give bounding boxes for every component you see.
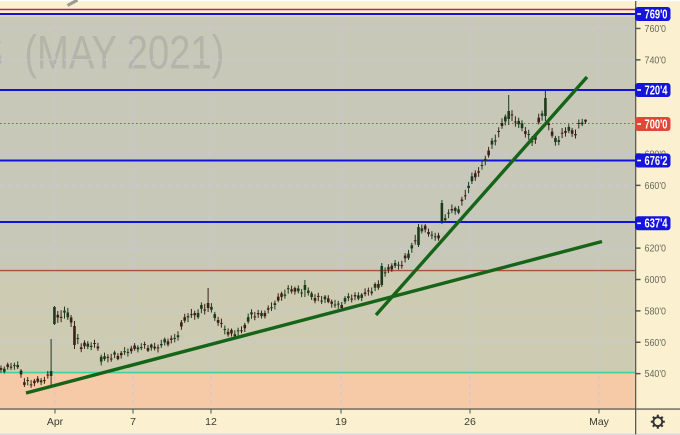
svg-text:600'0: 600'0 xyxy=(645,275,667,286)
svg-text:676'2: 676'2 xyxy=(645,154,668,168)
svg-text:540'0: 540'0 xyxy=(645,369,667,380)
svg-text:760'0: 760'0 xyxy=(645,24,667,35)
svg-text:580'0: 580'0 xyxy=(645,306,667,317)
svg-text:637'4: 637'4 xyxy=(645,217,668,231)
svg-text:19: 19 xyxy=(335,416,347,428)
svg-text:S (MAY 2021): S (MAY 2021) xyxy=(0,27,224,80)
svg-text:May: May xyxy=(589,416,610,428)
svg-text:660'0: 660'0 xyxy=(645,181,667,192)
svg-text:720'4: 720'4 xyxy=(645,83,668,97)
svg-text:700'0: 700'0 xyxy=(645,117,668,131)
svg-text:560'0: 560'0 xyxy=(645,338,667,349)
svg-text:Apr: Apr xyxy=(47,416,64,428)
svg-text:12: 12 xyxy=(205,416,217,428)
svg-text:620'0: 620'0 xyxy=(645,244,667,255)
svg-text:740'0: 740'0 xyxy=(645,55,667,66)
svg-text:26: 26 xyxy=(464,416,476,428)
svg-text:7: 7 xyxy=(130,416,136,428)
svg-text:769'0: 769'0 xyxy=(645,7,668,21)
